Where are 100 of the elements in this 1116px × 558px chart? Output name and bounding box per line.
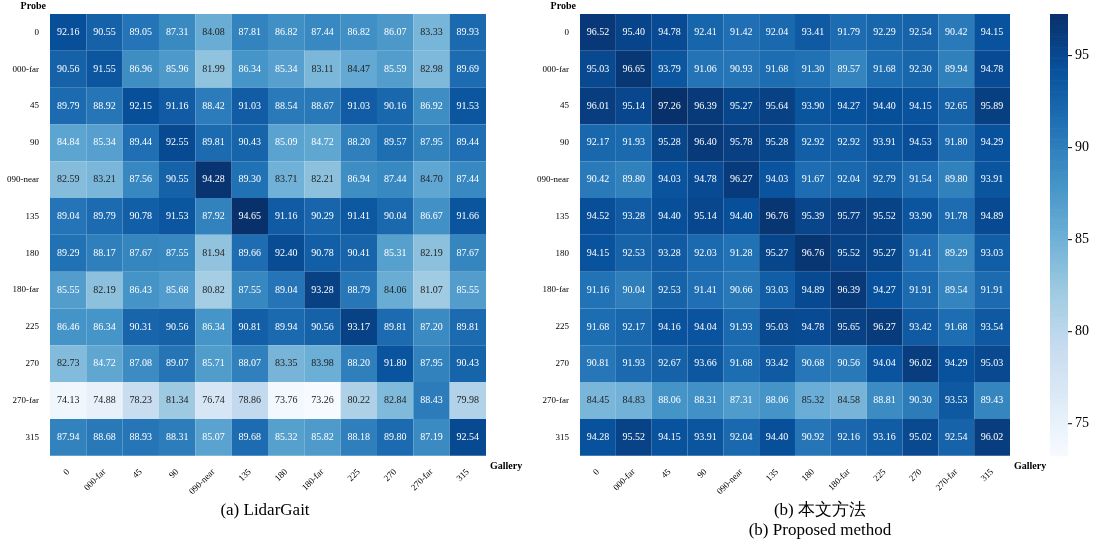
data-label: 91.93 (622, 357, 645, 369)
data-label: 93.90 (801, 99, 825, 111)
data-label: 86.34 (93, 320, 116, 332)
data-label: 89.81 (202, 136, 225, 148)
data-label: 86.07 (383, 26, 407, 38)
data-label: 90.30 (909, 394, 932, 406)
y-tick-label: 270-far (12, 394, 39, 405)
data-label: 90.43 (456, 357, 480, 369)
data-label: 87.56 (129, 173, 153, 185)
x-tick-label: 45 (130, 466, 145, 481)
data-label: 81.99 (202, 62, 225, 74)
data-label: 80.22 (347, 394, 371, 406)
data-label: 78.86 (238, 394, 262, 406)
data-label: 91.16 (165, 99, 189, 111)
data-label: 87.08 (129, 357, 153, 369)
data-label: 93.28 (311, 283, 334, 295)
x-tick-label: 315 (978, 466, 996, 484)
data-label: 88.31 (694, 394, 717, 406)
y-tick-label: 315 (25, 431, 40, 442)
x-tick-label: 0 (60, 466, 72, 477)
data-label: 84.06 (383, 283, 407, 295)
data-label: 93.42 (909, 320, 932, 332)
data-label: 86.34 (202, 320, 225, 332)
data-label: 88.92 (93, 99, 116, 111)
data-label: 91.91 (980, 283, 1004, 295)
data-label: 97.26 (658, 99, 681, 111)
data-label: 83.98 (311, 357, 334, 369)
data-label: 86.46 (56, 320, 80, 332)
data-label: 94.89 (980, 210, 1004, 222)
data-label: 93.41 (801, 26, 825, 38)
data-label: 90.81 (238, 320, 262, 332)
data-label: 82.21 (311, 173, 334, 185)
data-label: 90.92 (801, 430, 825, 442)
data-label: 92.30 (909, 62, 932, 74)
data-label: 94.65 (238, 210, 262, 222)
data-label: 93.28 (622, 210, 645, 222)
data-label: 88.06 (658, 394, 681, 406)
data-label: 91.79 (837, 26, 860, 38)
data-label: 85.59 (383, 62, 407, 74)
data-label: 90.41 (347, 246, 371, 258)
data-label: 94.40 (873, 99, 896, 111)
y-tick-label: 270 (555, 358, 570, 369)
data-label: 95.14 (694, 210, 717, 222)
data-label: 89.04 (274, 283, 298, 295)
y-tick-label: 090-near (537, 174, 569, 185)
data-label: 90.68 (801, 357, 825, 369)
data-label: 95.03 (765, 320, 789, 332)
data-label: 91.55 (93, 62, 116, 74)
data-label: 87.55 (238, 283, 262, 295)
data-label: 93.91 (980, 173, 1004, 185)
data-label: 89.05 (129, 26, 153, 38)
data-label: 91.80 (945, 136, 968, 148)
data-label: 93.79 (658, 62, 681, 74)
data-label: 79.98 (456, 394, 480, 406)
text: (b) Proposed method (748, 520, 892, 540)
data-label: 88.43 (420, 394, 443, 406)
data-label: 93.66 (694, 357, 717, 369)
data-label: 89.94 (274, 320, 298, 332)
data-label: 84.58 (837, 394, 860, 406)
data-label: 86.94 (347, 173, 371, 185)
data-label: 87.44 (311, 26, 334, 38)
data-label: 93.16 (873, 430, 896, 442)
data-label: 83.21 (93, 173, 116, 185)
data-label: 89.07 (165, 357, 189, 369)
data-label: 91.41 (347, 210, 371, 222)
data-label: 83.35 (274, 357, 298, 369)
data-label: 92.54 (909, 26, 932, 38)
x-tick-label: 135 (236, 466, 254, 484)
data-label: 96.76 (801, 246, 825, 258)
data-label: 91.93 (622, 136, 645, 148)
data-label: 90.78 (129, 210, 153, 222)
data-label: 87.20 (420, 320, 443, 332)
data-label: 91.68 (729, 357, 753, 369)
data-label: 80.82 (202, 283, 225, 295)
data-label: 91.03 (238, 99, 262, 111)
data-label: 89.29 (945, 246, 968, 258)
data-label: 84.83 (622, 394, 645, 406)
data-label: 89.68 (238, 430, 262, 442)
color-bar-label: 90 (1075, 139, 1089, 155)
data-label: 85.96 (165, 62, 189, 74)
data-label: 89.29 (56, 246, 80, 258)
data-label: 94.16 (658, 320, 681, 332)
data-label: 93.28 (658, 246, 681, 258)
data-label: 91.42 (729, 26, 753, 38)
color-bar-label: 85 (1075, 231, 1089, 247)
data-label: 95.03 (980, 357, 1004, 369)
data-label: 94.53 (909, 136, 932, 148)
data-label: 82.84 (383, 394, 407, 406)
data-label: 94.15 (658, 430, 681, 442)
data-label: 90.78 (311, 246, 334, 258)
data-label: 88.79 (347, 283, 371, 295)
data-label: 85.31 (383, 246, 407, 258)
data-label: 95.14 (622, 99, 645, 111)
data-label: 96.01 (586, 99, 610, 111)
data-label: 82.59 (56, 173, 80, 185)
data-label: 84.08 (202, 26, 225, 38)
data-label: 92.79 (873, 173, 896, 185)
data-label: 85.34 (274, 62, 298, 74)
data-label: 87.44 (383, 173, 407, 185)
data-label: 88.20 (347, 136, 371, 148)
